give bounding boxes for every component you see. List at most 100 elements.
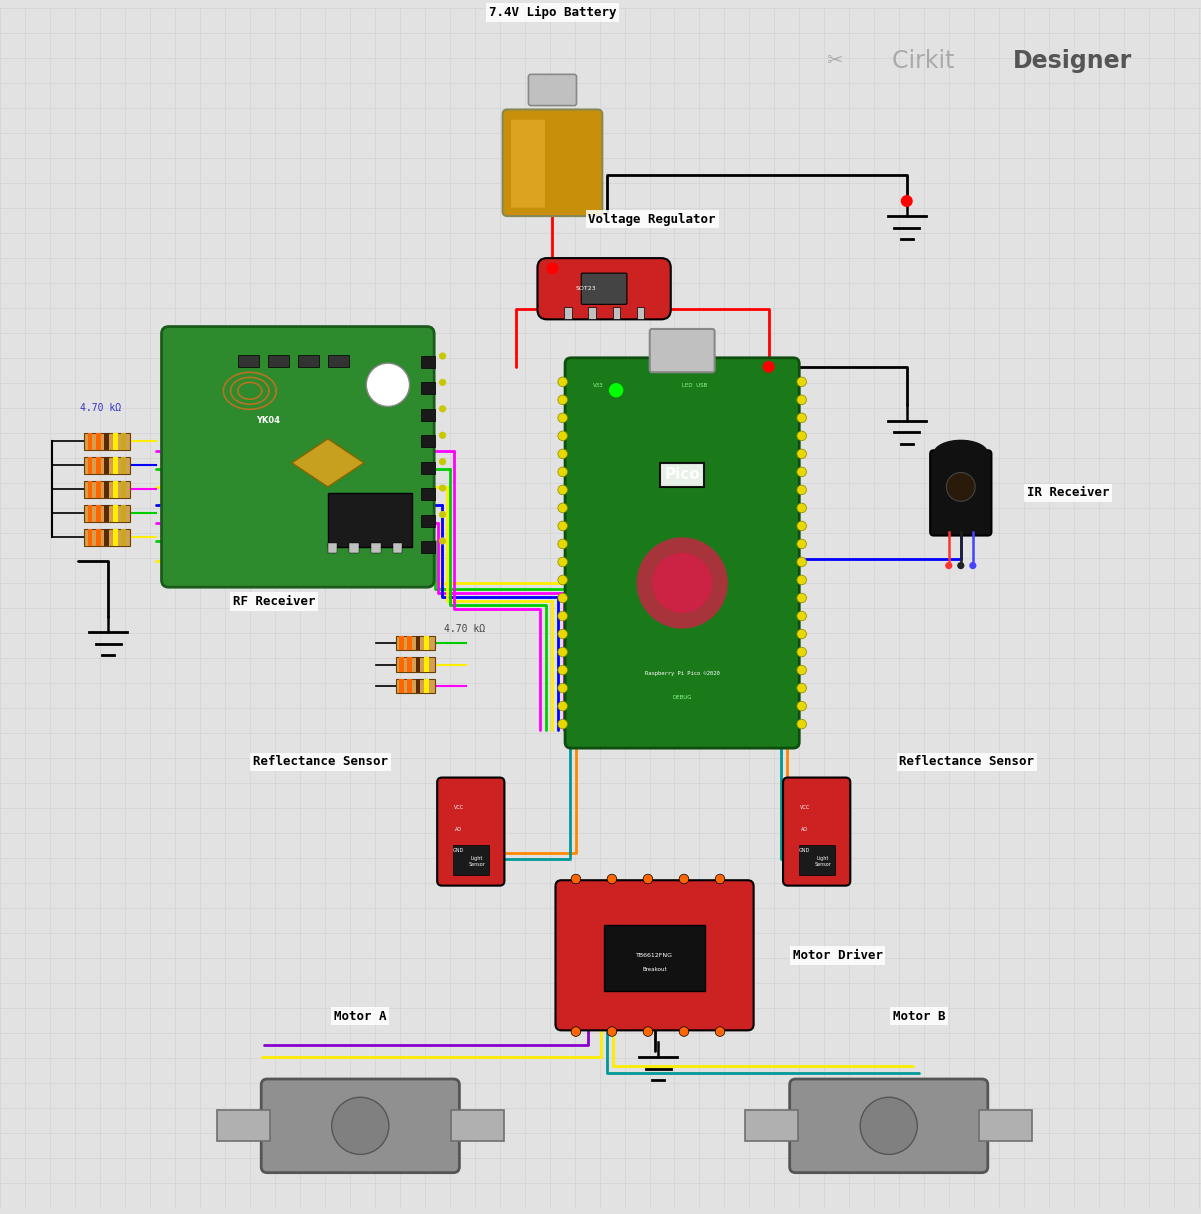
Bar [96,529,101,546]
Bar [84,481,130,498]
Circle shape [797,431,807,441]
Circle shape [797,449,807,459]
Circle shape [716,874,725,884]
Text: Motor Driver: Motor Driver [793,949,883,961]
Circle shape [557,665,567,675]
Circle shape [763,361,775,373]
Circle shape [797,611,807,620]
Text: V33: V33 [593,382,603,388]
FancyBboxPatch shape [161,327,435,588]
Circle shape [572,1027,581,1037]
Circle shape [557,467,567,477]
Circle shape [797,503,807,512]
Circle shape [609,382,623,397]
Bar [453,845,489,875]
Bar [416,679,420,693]
FancyBboxPatch shape [437,777,504,886]
Text: Pico: Pico [664,467,700,482]
Bar [424,658,429,671]
FancyBboxPatch shape [261,1079,459,1173]
Bar [104,529,109,546]
Circle shape [652,552,712,613]
Bar [407,679,412,693]
Polygon shape [934,441,987,454]
Bar [420,488,436,500]
Circle shape [557,629,567,639]
Circle shape [797,486,807,495]
Bar [349,544,359,552]
Circle shape [557,413,567,422]
Text: VCC: VCC [800,805,809,810]
Text: Motor A: Motor A [334,1010,387,1022]
FancyBboxPatch shape [790,1079,987,1173]
Bar [420,356,436,368]
Circle shape [557,378,567,386]
Circle shape [557,486,567,495]
Bar [399,636,404,651]
Circle shape [680,874,689,884]
Circle shape [557,557,567,567]
FancyBboxPatch shape [650,329,715,373]
Circle shape [797,413,807,422]
Text: GND: GND [799,849,811,853]
Bar [121,433,126,449]
Bar [96,433,101,449]
Text: RF Receiver: RF Receiver [233,595,315,608]
Circle shape [969,562,976,569]
Text: YK04: YK04 [256,416,280,425]
Bar [84,456,130,473]
Bar [399,658,404,671]
Bar [588,307,596,319]
Bar [113,433,118,449]
Circle shape [557,647,567,657]
Bar [121,505,126,522]
Bar [88,456,92,473]
Bar [396,679,435,693]
Polygon shape [292,438,364,487]
Circle shape [440,511,447,518]
Circle shape [797,629,807,639]
Circle shape [608,874,617,884]
Circle shape [797,467,807,477]
Text: Voltage Regulator: Voltage Regulator [588,212,716,226]
Circle shape [557,575,567,585]
Circle shape [557,539,567,549]
Bar [84,505,130,522]
Text: Breakout: Breakout [643,968,667,972]
Circle shape [946,472,975,501]
Bar [407,636,412,651]
Bar [420,409,436,421]
Circle shape [440,379,447,386]
Circle shape [797,665,807,675]
FancyBboxPatch shape [503,109,603,216]
Text: GND: GND [453,849,465,853]
Bar [745,1111,797,1141]
Text: Reflectance Sensor: Reflectance Sensor [253,755,388,768]
Text: Reflectance Sensor: Reflectance Sensor [900,755,1034,768]
Bar [371,544,381,552]
Bar [298,354,319,367]
Circle shape [797,395,807,404]
Circle shape [608,1027,617,1037]
Bar [980,1111,1032,1141]
Text: Light
Sensor: Light Sensor [814,856,831,867]
Bar [104,481,109,498]
Bar [216,1111,269,1141]
Circle shape [557,503,567,512]
Circle shape [716,1027,725,1037]
Bar [104,505,109,522]
Circle shape [797,539,807,549]
Bar [420,436,436,447]
Circle shape [644,874,653,884]
Text: AO: AO [801,827,808,832]
Bar [84,433,130,449]
Bar [113,456,118,473]
Circle shape [557,719,567,728]
Circle shape [637,538,728,629]
Text: VCC: VCC [454,805,464,810]
Bar [84,529,130,546]
Text: SOT23: SOT23 [575,287,597,291]
Bar [121,456,126,473]
Bar [604,925,705,992]
Text: Motor B: Motor B [892,1010,945,1022]
